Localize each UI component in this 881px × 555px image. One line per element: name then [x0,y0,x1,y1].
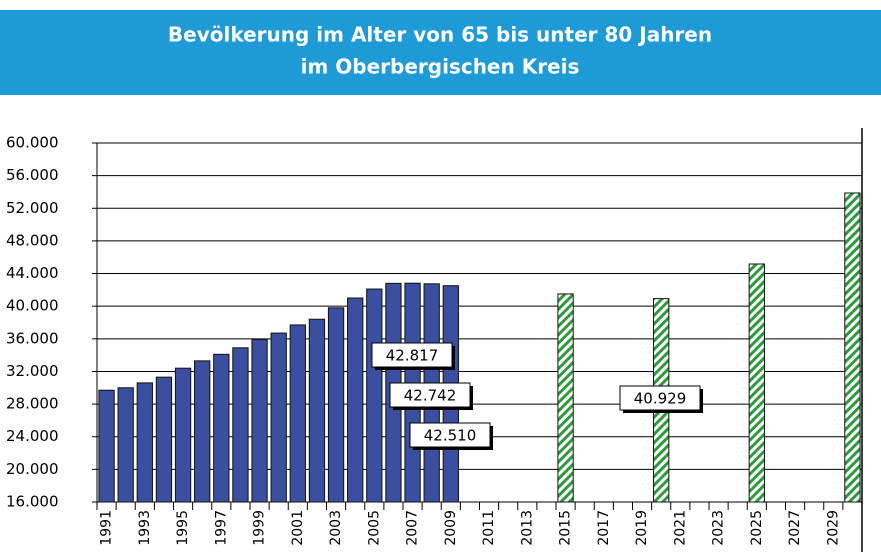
label-box [371,342,453,368]
x-tick-label: 2011 [481,510,497,546]
y-tick-label: 56.000 [6,166,59,184]
chart-title: Bevölkerung im Alter von 65 bis unter 80… [168,23,712,47]
data-label: 42.817 [386,347,439,365]
x-tick-label: 2025 [749,510,765,546]
bar [136,382,153,503]
bar [174,367,192,503]
x-tick-label: 2003 [328,510,344,546]
x-tick-label: 2021 [672,510,688,546]
y-tick-label: 20.000 [6,460,59,478]
x-tick-label: 2013 [519,510,535,546]
bar [251,339,268,503]
bar [308,318,326,503]
x-tick-label: 1991 [99,510,115,546]
x-tick-label: 1997 [213,510,229,546]
label-box [409,422,491,448]
chart-title: im Oberbergischen Kreis [301,55,580,79]
bar [155,376,173,503]
x-tick-label: 1995 [175,510,191,546]
y-tick-label: 28.000 [6,395,59,413]
y-tick-label: 52.000 [6,199,59,217]
bar [366,288,383,503]
bar [844,192,861,503]
x-tick-label: 2007 [405,510,421,546]
y-tick-label: 16.000 [6,493,59,511]
x-tick-label: 2005 [366,510,382,546]
title-banner [0,10,881,95]
y-tick-label: 40.000 [6,297,59,315]
data-label: 42.742 [404,387,457,405]
bar [347,297,364,503]
bar [557,293,574,503]
x-tick-label: 2019 [634,510,650,546]
x-tick-label: 2023 [711,510,727,546]
label-box [389,382,471,408]
y-tick-label: 48.000 [6,231,59,249]
y-tick-label: 32.000 [6,362,59,380]
x-tick-label: 2009 [443,510,459,546]
x-tick-label: 1999 [252,510,268,546]
bar [98,389,115,503]
x-tick-label: 2029 [825,510,841,546]
bar [748,263,765,503]
label-box [619,385,701,411]
bar [327,307,345,503]
x-tick-label: 1993 [137,510,153,546]
y-tick-label: 44.000 [6,264,59,282]
data-label: 42.510 [424,427,477,445]
bar [232,347,249,503]
bar [213,353,230,503]
bar [117,387,134,503]
x-tick-label: 2017 [596,510,612,546]
bar [194,360,211,503]
bar [270,332,287,503]
bar [289,324,306,503]
y-tick-label: 36.000 [6,329,59,347]
x-tick-label: 2027 [787,510,803,546]
y-tick-label: 60.000 [6,134,59,152]
x-tick-label: 2001 [290,510,306,546]
x-tick-label: 2015 [558,510,574,546]
data-label: 40.929 [634,390,687,408]
y-tick-label: 24.000 [6,427,59,445]
